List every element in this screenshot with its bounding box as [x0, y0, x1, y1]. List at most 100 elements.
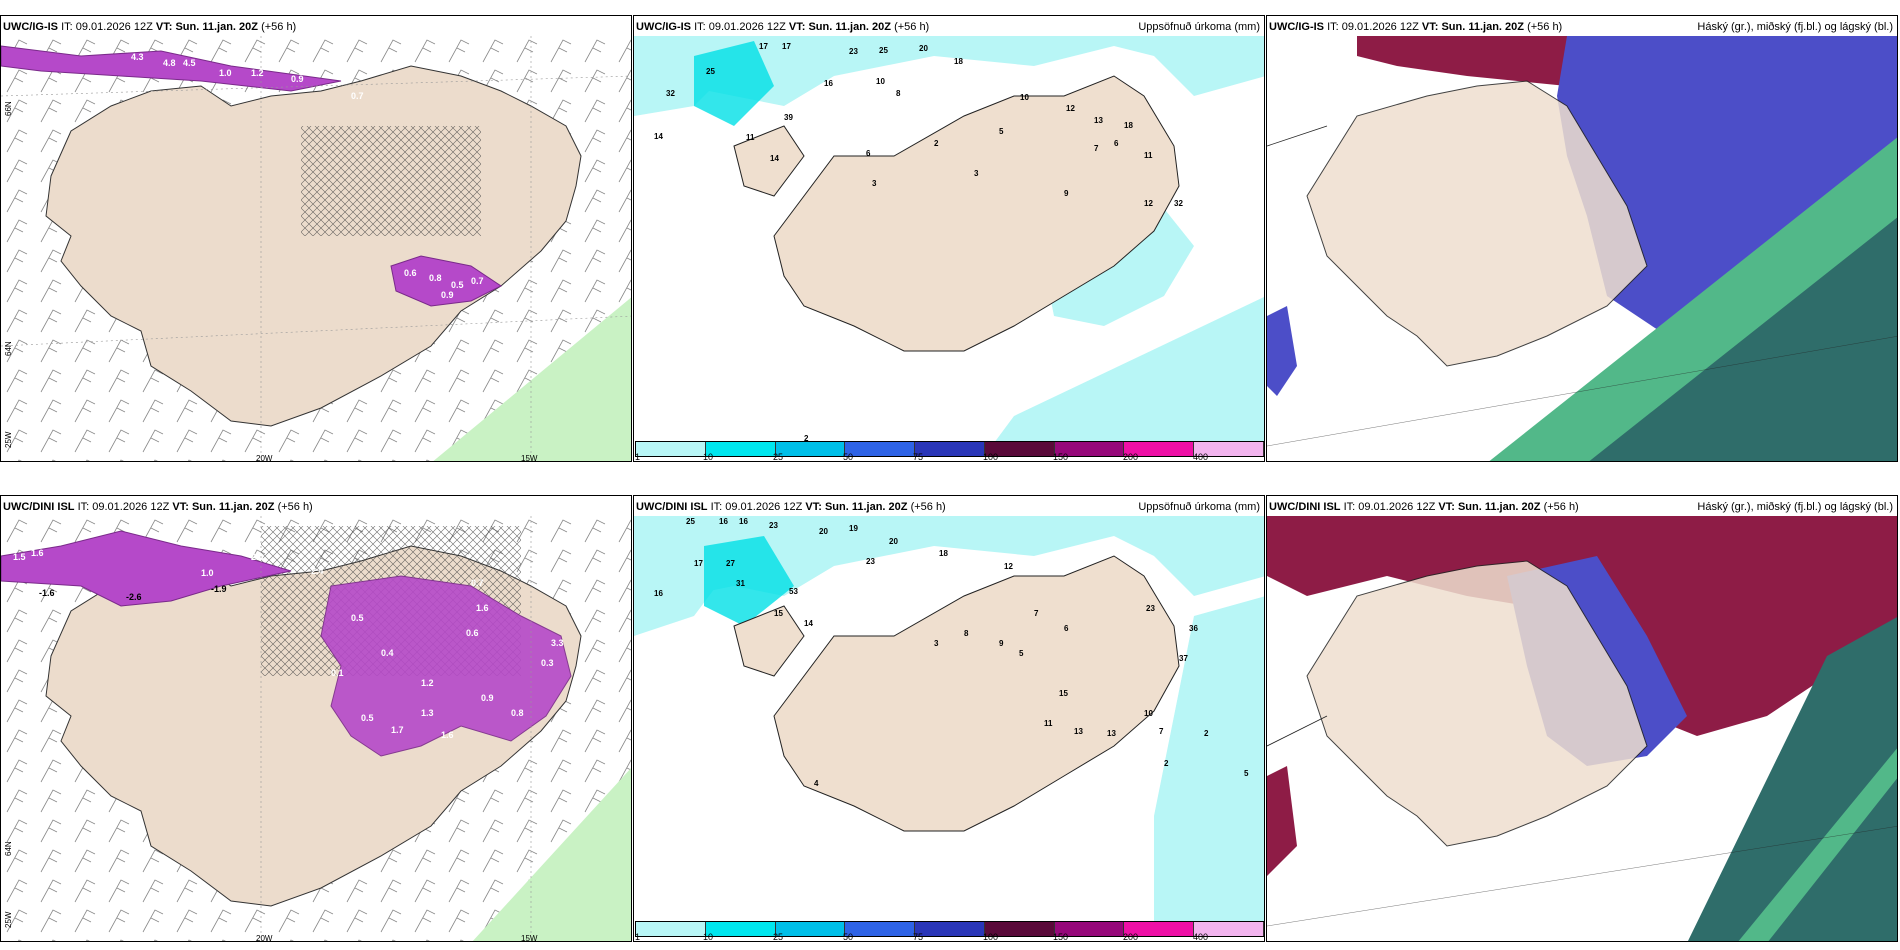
colorbar-tick: 50: [843, 932, 854, 942]
snow-label: 0.6: [466, 628, 479, 638]
snow-label: 0.8: [511, 708, 524, 718]
cloud-panel-header: UWC/IG-IS IT: 09.01.2026 12Z VT: Sun. 11…: [1269, 21, 1563, 33]
precip-value: 9: [999, 639, 1004, 648]
precip-value: 2: [934, 139, 939, 148]
precip-value: 18: [954, 57, 963, 66]
snow-label: 1.6: [31, 548, 44, 558]
precip-value: 20: [889, 537, 898, 546]
snow-area-east: [320, 575, 572, 757]
wind-panel-header: UWC/IG-IS IT: 09.01.2026 12Z VT: Sun. 11…: [3, 21, 297, 33]
precip-value: 13: [1094, 116, 1103, 125]
iceland-landmass: [1306, 560, 1648, 847]
colorbar-tick: 400: [1193, 932, 1209, 942]
snow-label: 0.4: [381, 648, 394, 658]
precip-value: 53: [789, 587, 798, 596]
lon-label: 20W: [256, 454, 273, 462]
precip-value: 37: [1179, 654, 1188, 663]
precip-value: 10: [1144, 709, 1153, 718]
precip-value: 11: [1144, 151, 1153, 160]
cloud-title: Háský (gr.), miðský (fj.bl.) og lágský (…: [1697, 21, 1893, 33]
precip-value: 31: [736, 579, 745, 588]
precip-value: 23: [866, 557, 875, 566]
precip-value: 5: [1019, 649, 1024, 658]
precip-value: 15: [774, 609, 783, 618]
snow-label: 0.9: [481, 693, 494, 703]
snow-label: 0.5: [451, 280, 464, 290]
precip-value: 3: [934, 639, 939, 648]
cloud-panel-header: UWC/DINI ISL IT: 09.01.2026 12Z VT: Sun.…: [1269, 501, 1579, 513]
snow-label: 0.3: [541, 658, 554, 668]
precip-value: 36: [1189, 624, 1198, 633]
lat-label: 64N: [4, 841, 13, 856]
precip-value: 17: [782, 42, 791, 51]
colorbar-tick: 75: [913, 452, 924, 462]
precip-value: 16: [824, 79, 833, 88]
precip-value: 2: [1204, 729, 1209, 738]
precip-value: 8: [896, 89, 901, 98]
precip-value: 4: [814, 779, 819, 788]
colorbar-tick: 75: [913, 932, 924, 942]
colorbar-tick: 400: [1193, 452, 1209, 462]
precip-title: Uppsöfnuð úrkoma (mm): [1138, 21, 1260, 33]
cloud-panel-row2: UWC/DINI ISL IT: 09.01.2026 12Z VT: Sun.…: [1266, 495, 1898, 942]
colorbar-tick: 100: [983, 452, 999, 462]
snow-label: 1.6: [476, 603, 489, 613]
snow-label: 0.7: [471, 578, 484, 588]
precip-value: 23: [849, 47, 858, 56]
wind-panel-header: UWC/DINI ISL IT: 09.01.2026 12Z VT: Sun.…: [3, 501, 313, 513]
colorbar-tick: 200: [1123, 932, 1139, 942]
iceland-landmass: [773, 555, 1180, 832]
snow-label: 1.5: [13, 552, 26, 562]
snow-label: 0.5: [351, 613, 364, 623]
snow-band-north: [1, 45, 342, 92]
precip-value: 16: [739, 517, 748, 526]
colorbar-tick: 100: [983, 932, 999, 942]
cloud-map: [1267, 36, 1897, 461]
precip-panel-header: UWC/IG-IS IT: 09.01.2026 12Z VT: Sun. 11…: [636, 21, 930, 33]
precip-value: 14: [770, 154, 779, 163]
iceland-landmass: [1306, 80, 1648, 367]
colorbar-tick: 1: [635, 932, 641, 942]
precip-value: 7: [1034, 609, 1039, 618]
precip-value: 12: [1066, 104, 1075, 113]
cloud-title: Háský (gr.), miðský (fj.bl.) og lágský (…: [1697, 501, 1893, 513]
cloud-panel-row1: UWC/IG-IS IT: 09.01.2026 12Z VT: Sun. 11…: [1266, 15, 1898, 462]
precip-value: 19: [849, 524, 858, 533]
hatched-region: [301, 126, 481, 236]
snow-label: 0.9: [441, 290, 454, 300]
colorbar-tick: 10: [703, 452, 714, 462]
precip-value: 16: [719, 517, 728, 526]
colorbar-tick: 25: [773, 932, 784, 942]
precip-value: 20: [919, 44, 928, 53]
snow-label: 0.9: [291, 74, 304, 84]
wind-panel-row1: UWC/IG-IS IT: 09.01.2026 12Z VT: Sun. 11…: [0, 15, 632, 462]
precip-value: 11: [746, 133, 755, 142]
snow-label: 4.5: [183, 58, 196, 68]
snow-label: 1.2: [251, 68, 264, 78]
colorbar-tick: 150: [1053, 452, 1069, 462]
precip-value: 18: [939, 549, 948, 558]
colorbar-tick: 10: [703, 932, 714, 942]
snow-label: -1.9: [211, 584, 227, 594]
precip-value: 7: [1094, 144, 1099, 153]
precip-value: 14: [804, 619, 813, 628]
snow-label: 1.2: [421, 678, 434, 688]
snow-label: 4.8: [163, 58, 176, 68]
precip-value: 11: [1044, 719, 1053, 728]
snow-label: 1.6: [441, 730, 454, 740]
snow-label: 0.7: [351, 91, 364, 101]
precip-value: 3: [872, 179, 877, 188]
precip-colorbar: [635, 441, 1264, 457]
snow-label: 2.0: [251, 552, 264, 562]
snow-label: 0.7: [471, 276, 484, 286]
precip-value: 10: [1020, 93, 1029, 102]
precip-panel-row2: UWC/DINI ISL IT: 09.01.2026 12Z VT: Sun.…: [633, 495, 1265, 942]
lon-label: 15W: [521, 454, 538, 462]
wind-map: 4.3 4.8 4.5 1.0 1.2 0.9 0.7 0.6 0.8 0.5 …: [1, 36, 631, 461]
snow-label: 1.7: [391, 725, 404, 735]
wind-map: 1.5 1.6 -1.6 -2.6 -1.9 1.0 2.0 0.5 1.6 1…: [1, 516, 631, 941]
lat-label: 64N: [4, 341, 13, 356]
cloud-map: [1267, 516, 1897, 941]
precip-value: 18: [1124, 121, 1133, 130]
snow-label: 0.6: [404, 268, 417, 278]
